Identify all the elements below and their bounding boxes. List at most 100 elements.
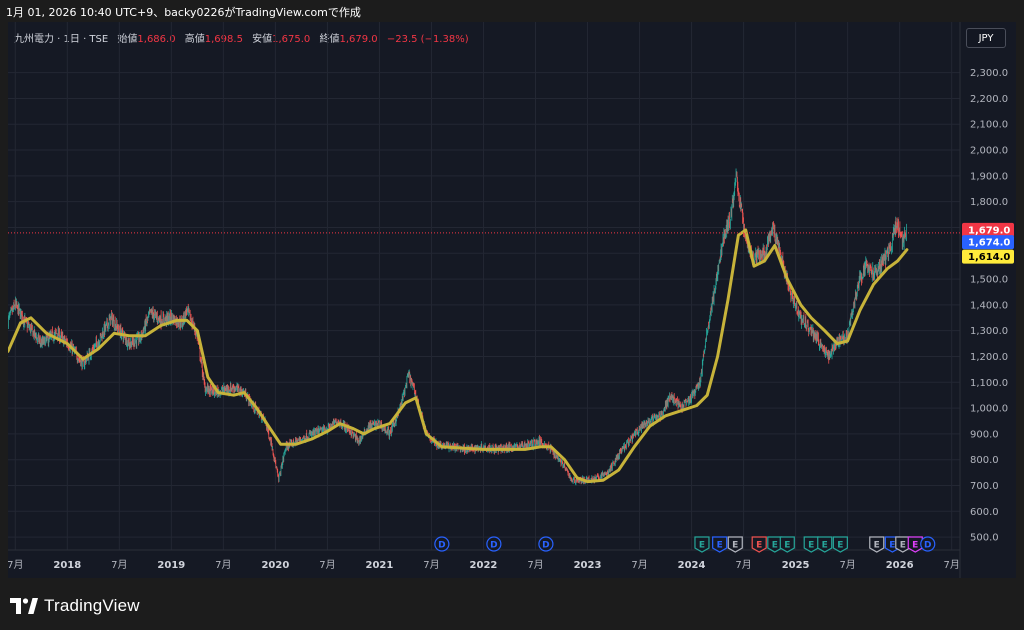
earnings-marker[interactable]: E [751, 536, 767, 553]
legend-close-label: 終値 [319, 34, 340, 45]
x-tick-label: 7月 [943, 559, 959, 571]
moving-average-line [8, 228, 909, 484]
brand-name: TradingView [44, 596, 140, 615]
x-tick-label: 2021 [366, 560, 394, 571]
marker-shape [803, 536, 819, 553]
legend-low-label: 安値 [252, 34, 273, 45]
x-tick-label: 2022 [470, 560, 498, 571]
marker-label: E [822, 541, 828, 551]
marker-shape [538, 536, 554, 552]
earnings-marker[interactable]: E [817, 536, 833, 553]
x-tick-label: 7月 [319, 559, 335, 571]
legend-open-label: 始値 [117, 34, 138, 45]
price-badge-box [962, 222, 1014, 237]
dividend-marker[interactable]: D [486, 536, 502, 552]
marker-shape [869, 536, 885, 553]
x-tick-label: 2018 [53, 560, 81, 571]
y-tick-label: 1,400.0 [970, 300, 1008, 311]
chart-caption: 1月 01, 2026 10:40 UTC+9、backy0226がTradin… [6, 6, 361, 19]
earnings-marker[interactable]: E [869, 536, 885, 553]
legend-symbol: 九州電力 · 1日 · TSE [14, 34, 109, 45]
chart-panel: 九州電力 · 1日 · TSE 始値1,686.0 高値1,698.5 安値1,… [8, 22, 1016, 578]
marker-label: E [784, 541, 790, 551]
marker-shape [920, 536, 936, 552]
earnings-marker[interactable]: E [779, 536, 795, 553]
marker-shape [907, 536, 923, 553]
currency-button[interactable]: JPY [966, 28, 1006, 48]
earnings-marker[interactable]: E [694, 536, 710, 553]
x-tick-label: 7月 [8, 559, 23, 571]
earnings-marker[interactable]: E [895, 536, 911, 553]
price-badge: 1,614.0 [962, 249, 1014, 264]
marker-shape [779, 536, 795, 553]
y-tick-label: 1,100.0 [970, 378, 1008, 389]
marker-label: E [808, 541, 814, 551]
dividend-marker[interactable]: D [538, 536, 554, 552]
x-tick-label: 7月 [423, 559, 439, 571]
marker-label: E [889, 541, 895, 551]
legend-close-value: 1,679.0 [339, 34, 378, 45]
marker-label: E [756, 541, 762, 551]
price-badge-box [962, 235, 1014, 250]
marker-label: E [717, 541, 723, 551]
marker-shape [712, 536, 728, 553]
marker-label: E [699, 541, 705, 551]
y-tick-label: 600.0 [970, 507, 999, 518]
marker-label: E [874, 541, 880, 551]
x-tick-label: 2020 [261, 560, 289, 571]
x-tick-label: 2025 [782, 560, 810, 571]
y-tick-label: 1,000.0 [970, 404, 1008, 415]
dividend-marker[interactable]: D [434, 536, 450, 552]
marker-label: D [542, 541, 549, 551]
marker-label: D [924, 541, 931, 551]
marker-shape [486, 536, 502, 552]
y-tick-label: 900.0 [970, 429, 999, 440]
y-tick-label: 700.0 [970, 481, 999, 492]
x-tick-label: 7月 [839, 559, 855, 571]
earnings-marker[interactable]: E [832, 536, 848, 553]
earnings-marker[interactable]: E [907, 536, 923, 553]
y-tick-label: 2,000.0 [970, 146, 1008, 157]
x-tick-label: 7月 [111, 559, 127, 571]
marker-shape [895, 536, 911, 553]
price-chart[interactable]: 2,300.0 2,200.0 2,100.0 2,000.0 1,900.0 1,800… [8, 22, 1016, 578]
price-badge: 1,674.0 [962, 235, 1014, 250]
price-badge: 1,679.0 [962, 222, 1014, 237]
legend-change-value: −23.5 (−1.38%) [386, 34, 469, 45]
marker-label: D [438, 541, 445, 551]
legend-low-value: 1,675.0 [272, 34, 311, 45]
price-badge-label: 1,674.0 [968, 238, 1010, 249]
y-tick-label: 800.0 [970, 455, 999, 466]
y-tick-label: 1,800.0 [970, 197, 1008, 208]
dividend-marker[interactable]: D [920, 536, 936, 552]
x-tick-label: 2024 [678, 560, 706, 571]
marker-label: E [772, 541, 778, 551]
x-tick-label: 7月 [735, 559, 751, 571]
marker-label: D [490, 541, 497, 551]
marker-shape [727, 536, 743, 553]
marker-shape [832, 536, 848, 553]
earnings-marker[interactable]: E [767, 536, 783, 553]
price-badge-label: 1,614.0 [968, 252, 1010, 263]
marker-shape [694, 536, 710, 553]
marker-shape [767, 536, 783, 553]
x-tick-label: 2019 [157, 560, 185, 571]
earnings-marker[interactable]: E [727, 536, 743, 553]
earnings-marker[interactable]: E [803, 536, 819, 553]
y-tick-label: 1,900.0 [970, 171, 1008, 182]
tradingview-logo-icon [10, 598, 38, 614]
y-tick-label: 1,200.0 [970, 352, 1008, 363]
x-tick-label: 7月 [527, 559, 543, 571]
tradingview-logo: TradingView [10, 596, 140, 616]
x-tick-label: 7月 [631, 559, 647, 571]
marker-shape [817, 536, 833, 553]
price-badge-label: 1,679.0 [968, 225, 1010, 236]
y-tick-label: 1,500.0 [970, 275, 1008, 286]
marker-label: E [912, 541, 918, 551]
candles-group [8, 168, 907, 486]
marker-shape [434, 536, 450, 552]
x-tick-label: 7月 [215, 559, 231, 571]
price-badge-box [962, 249, 1014, 264]
earnings-marker[interactable]: E [712, 536, 728, 553]
y-tick-label: 1,300.0 [970, 326, 1008, 337]
